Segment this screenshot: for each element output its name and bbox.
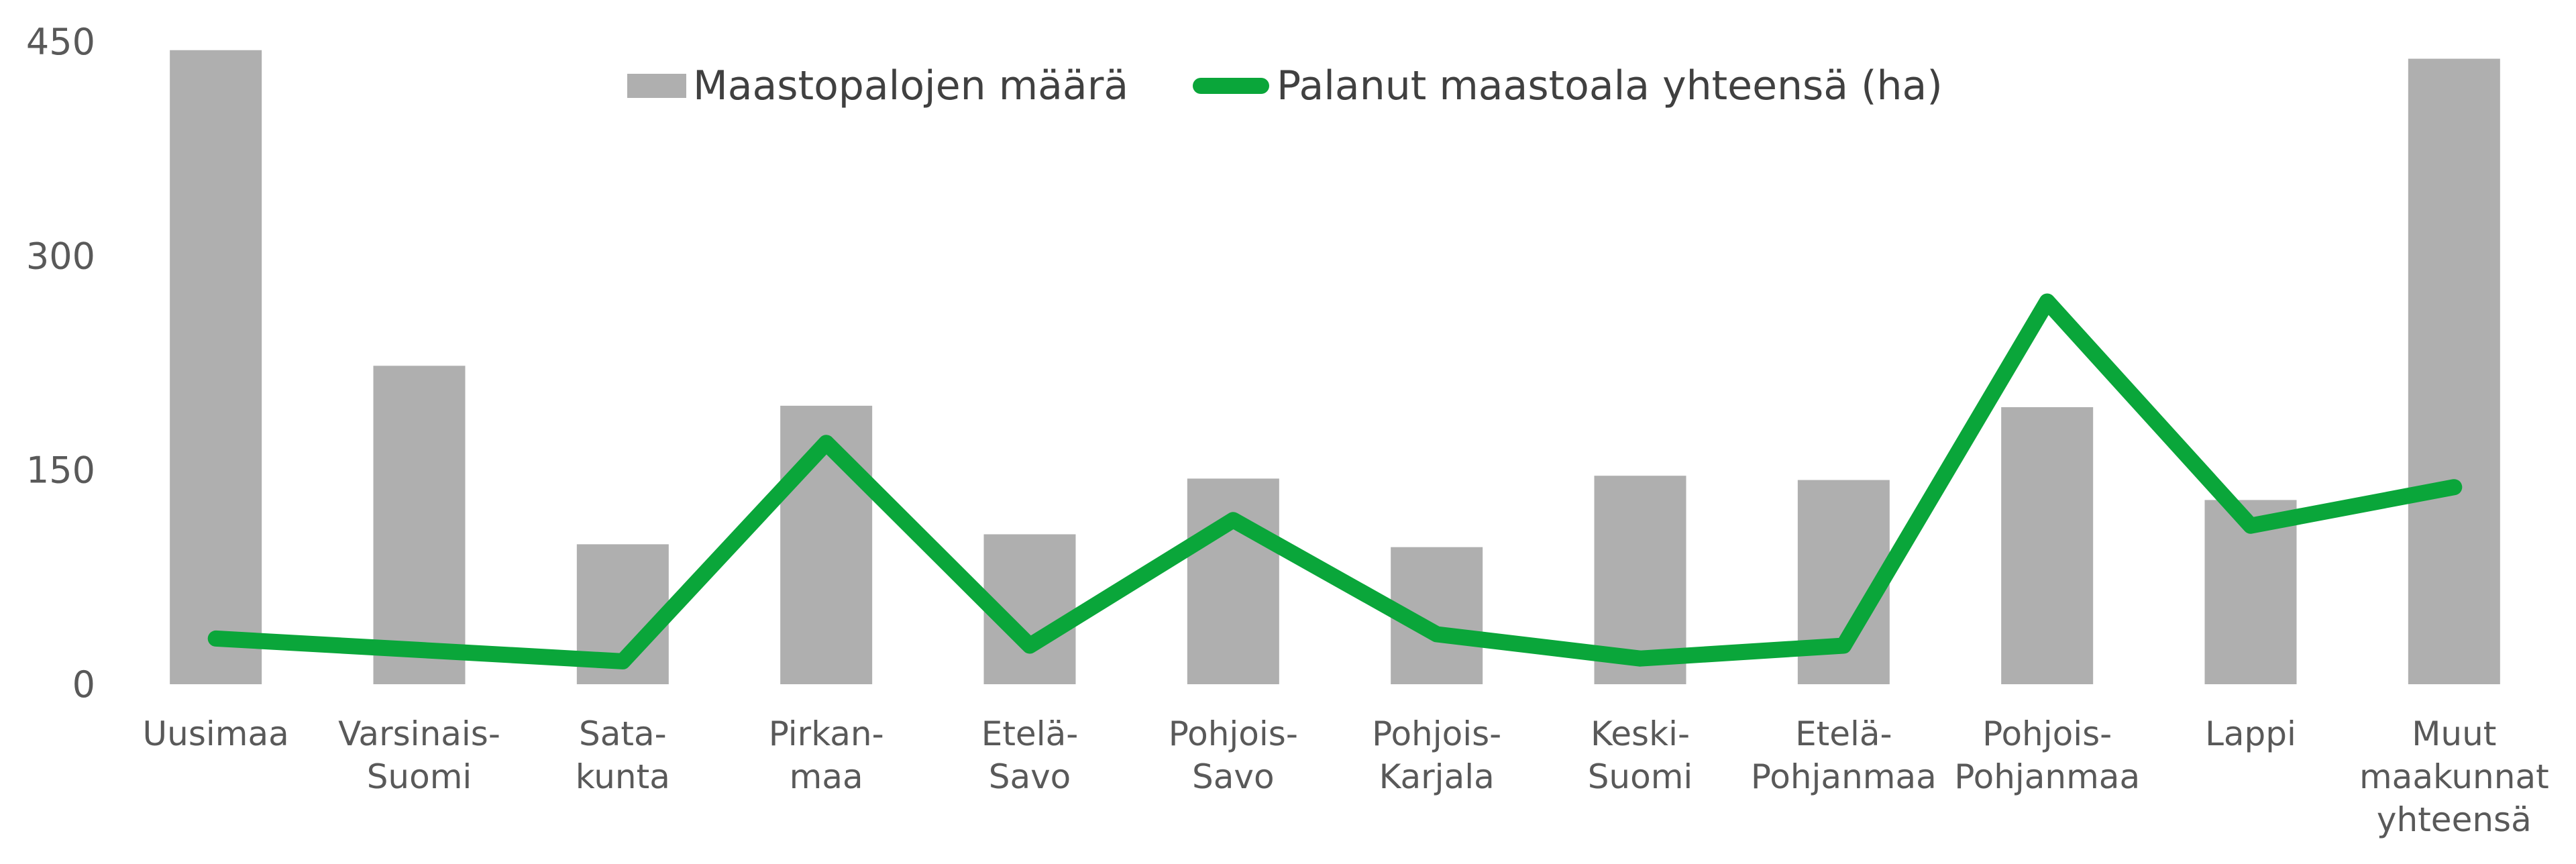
line-point: [1436, 633, 1438, 635]
x-tick-label-line: Suomi: [1588, 757, 1693, 796]
x-tick-label: Pohjois- Pohjanmaa: [1954, 714, 2140, 796]
x-tick-label-line: Varsinais-: [338, 714, 500, 753]
legend: Maastopalojen määrä Palanut maastoala yh…: [627, 62, 1943, 109]
x-tick-label-line: Pohjanmaa: [1954, 757, 2140, 796]
x-tick-label-line: maa: [790, 757, 863, 796]
line-point: [1640, 657, 1641, 659]
legend-label-bars: Maastopalojen määrä: [693, 62, 1128, 109]
line-point: [419, 649, 420, 651]
x-tick-label-line: Pohjois-: [1372, 714, 1501, 753]
line-series: [207, 293, 2463, 669]
bar: [170, 50, 262, 685]
line-point: [2453, 486, 2455, 488]
legend-swatch-bars: [627, 74, 686, 98]
x-tick-label-line: Pirkan-: [769, 714, 884, 753]
line-point: [1843, 645, 1845, 647]
x-axis: Uusimaa Varsinais- Suomi Sata-kunta Pirkan-m…: [143, 714, 2549, 839]
x-tick-label: Pirkan-maa: [769, 714, 884, 796]
line-point: [2250, 525, 2251, 527]
line-point: [825, 442, 827, 444]
x-tick-label: Keski- Suomi: [1588, 714, 1693, 796]
line-point: [1029, 645, 1030, 647]
y-tick-label: 300: [26, 235, 95, 277]
x-tick-label-line: Muut: [2412, 714, 2496, 753]
x-tick-label: Pohjois- Karjala: [1372, 714, 1501, 796]
x-tick-label-line: Pohjois-: [1169, 714, 1298, 753]
bar: [1187, 478, 1279, 684]
x-tick-label-line: Lappi: [2205, 714, 2296, 753]
x-tick-label: Uusimaa: [143, 714, 289, 753]
line-point: [622, 660, 624, 662]
x-tick-label: Varsinais- Suomi: [338, 714, 500, 796]
x-tick-label: Sata-kunta: [576, 714, 670, 796]
line-point: [1232, 519, 1234, 521]
x-tick-label: Etelä- Savo: [981, 714, 1079, 796]
x-tick-label-line: Uusimaa: [143, 714, 289, 753]
x-tick-label-line: Etelä-: [981, 714, 1079, 753]
x-tick-label-line: maakunnat: [2359, 757, 2549, 796]
x-tick-label-line: Pohjois-: [1982, 714, 2112, 753]
x-tick-label-line: Keski-: [1591, 714, 1690, 753]
x-tick-label: Lappi: [2205, 714, 2296, 753]
x-tick-label: Muut maakunnat yhteensä: [2359, 714, 2549, 839]
y-axis: 0 150 300 450: [26, 21, 95, 706]
legend-label-line: Palanut maastoala yhteensä (ha): [1277, 62, 1943, 109]
x-tick-label-line: Pohjanmaa: [1751, 757, 1937, 796]
y-tick-label: 150: [26, 449, 95, 492]
x-tick-label-line: kunta: [576, 757, 670, 796]
x-tick-label-line: yhteensä: [2377, 800, 2532, 839]
x-tick-label-line: Karjala: [1379, 757, 1495, 796]
bar: [2408, 58, 2500, 684]
y-tick-label: 450: [26, 21, 95, 63]
x-tick-label: Pohjois- Savo: [1169, 714, 1298, 796]
x-tick-label-line: Sata-: [579, 714, 667, 753]
bar: [2001, 407, 2094, 684]
x-tick-label-line: Savo: [989, 757, 1071, 796]
x-tick-label-line: Etelä-: [1795, 714, 1892, 753]
line-point: [2046, 301, 2048, 303]
line-path: [207, 293, 2463, 669]
x-tick-label-line: Savo: [1192, 757, 1275, 796]
bar: [373, 366, 466, 684]
x-tick-label-line: Suomi: [367, 757, 472, 796]
line-point: [215, 637, 217, 639]
x-tick-label: Etelä- Pohjanmaa: [1751, 714, 1937, 796]
y-tick-label: 0: [72, 663, 95, 706]
bar-series: [170, 50, 2500, 685]
